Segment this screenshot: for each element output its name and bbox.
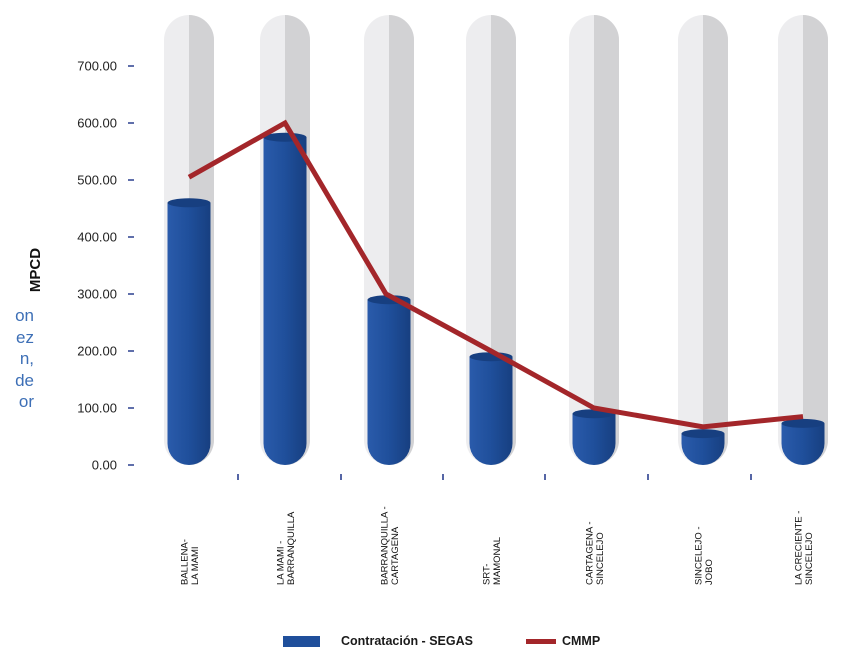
y-tick-label: 600.00 [77, 116, 117, 131]
cmmp-line-layer [187, 119, 804, 430]
bar [781, 418, 825, 465]
x-tick-label-line: SRT- [481, 564, 492, 585]
bar-top-cap [681, 429, 725, 439]
x-tick-label-line: MAMONAL [492, 537, 503, 585]
legend-label-segas: Contratación - SEGAS [341, 634, 473, 648]
legend-swatch-segas [283, 635, 320, 647]
bar-body [367, 299, 411, 465]
x-tick-label: LA MAMI - BARRANQUILLA [275, 511, 297, 585]
y-tick-label: 0.00 [92, 458, 117, 473]
bar [367, 295, 411, 465]
bar-top-cap [167, 198, 211, 208]
side-text-fragment: on ez n, de or [0, 305, 34, 413]
capsule-background [778, 15, 828, 465]
bar-body [167, 202, 211, 466]
x-tick-label-line: LA CRECIENTE - [793, 511, 804, 585]
bar [469, 352, 513, 465]
capsule-background [678, 15, 728, 465]
x-tick-label-line: LA MAMI [190, 546, 201, 585]
y-tick-label: 300.00 [77, 287, 117, 302]
x-tick-label: BARRANQUILLA - CARTAGENA [379, 506, 401, 585]
capsule-shade [803, 15, 828, 465]
x-tick-label-line: BALLENA- [179, 539, 190, 585]
y-axis: 0.00 100.00 200.00 300.00 400.00 500.00 600.00… [77, 59, 752, 480]
bar-body [681, 433, 725, 465]
side-text-line: ez [16, 327, 34, 347]
side-text-line: de [15, 370, 34, 390]
x-tick-label-line: CARTAGENA [390, 526, 401, 585]
side-text-line: n, [19, 349, 34, 368]
x-tick-label-line: SINCELEJO - [693, 526, 704, 585]
x-tick-label-line: BARRANQUILLA [286, 511, 297, 585]
bar-body [572, 413, 616, 465]
capsule-background [569, 15, 619, 465]
cmmp-line [187, 119, 804, 430]
bar [263, 132, 307, 465]
bar-body [263, 137, 307, 465]
x-tick-label-line: LA MAMI - [275, 541, 286, 585]
x-tick-label-line: CARTAGENA - [584, 521, 595, 585]
x-tick-label: SINCELEJO - JOBO [693, 526, 715, 585]
side-text-line: or [18, 392, 34, 411]
bar [572, 409, 616, 465]
y-tick-label: 500.00 [77, 173, 117, 188]
y-axis-label: MPCD [27, 248, 44, 292]
legend-swatch-cmmp [525, 638, 556, 644]
y-tick-label: 100.00 [77, 401, 117, 416]
capsule-shade [703, 15, 728, 465]
x-tick-label-line: SINCELEJO [595, 532, 606, 585]
x-tick-label: BALLENA- LA MAMI [179, 539, 201, 585]
bar [681, 429, 725, 465]
x-tick-label-line: SINCELEJO [804, 532, 815, 585]
x-tick-label: SRT- MAMONAL [481, 537, 503, 585]
y-tick-label: 400.00 [77, 230, 117, 245]
bar-top-cap [781, 418, 825, 428]
y-tick-label: 200.00 [77, 344, 117, 359]
y-tick-label: 700.00 [77, 59, 117, 74]
bar-body [469, 356, 513, 465]
legend-label-cmmp: CMMP [561, 634, 601, 648]
x-axis-labels: BALLENA- LA MAMI LA MAMI - BARRANQUILLA BARR… [179, 506, 815, 585]
bars [167, 132, 825, 466]
x-tick-label: LA CRECIENTE - SINCELEJO [793, 511, 815, 585]
x-tick-label-line: JOBO [704, 559, 715, 585]
legend: Contratación - SEGAS CMMP [283, 634, 600, 648]
bar [167, 198, 211, 466]
bar-body [781, 423, 825, 465]
x-tick-label: CARTAGENA - SINCELEJO [584, 521, 606, 585]
x-tick-label-line: BARRANQUILLA - [379, 506, 390, 585]
side-text-line: on [15, 306, 34, 325]
capsule-shade [594, 15, 619, 465]
